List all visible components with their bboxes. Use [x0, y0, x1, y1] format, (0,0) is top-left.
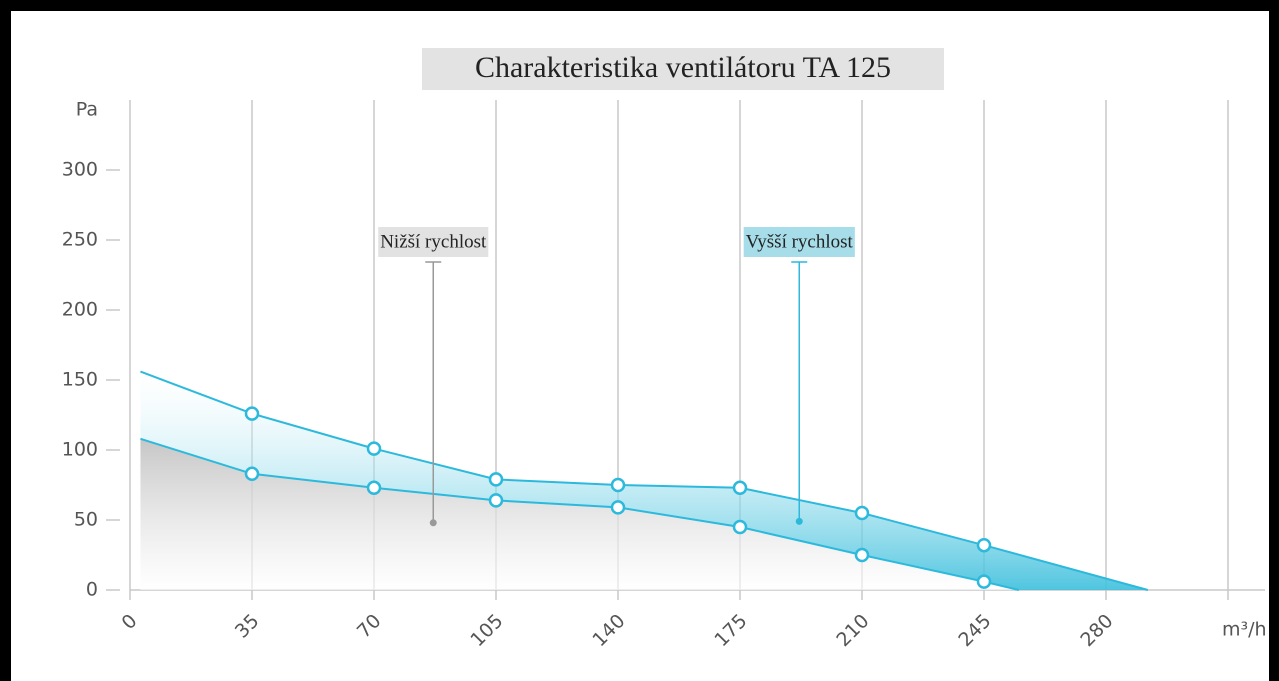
point	[244, 466, 260, 482]
x-tick-label: 280	[1076, 610, 1117, 651]
point	[366, 480, 382, 496]
y-tick-label: 250	[62, 229, 98, 251]
x-tick-label: 70	[353, 610, 386, 643]
x-tick-label: 35	[231, 610, 264, 643]
y-axis-label: Pa	[76, 99, 98, 121]
point	[976, 537, 992, 553]
x-tick-label: 175	[710, 610, 751, 651]
x-tick-label: 245	[954, 610, 995, 651]
y-tick-label: 150	[62, 369, 98, 391]
lower-area	[140, 438, 1019, 590]
title-bg	[422, 48, 944, 90]
x-tick-label: 140	[588, 610, 629, 651]
annotation-bg	[743, 227, 855, 257]
point	[366, 441, 382, 456]
x-tick-label: 105	[466, 610, 507, 651]
point	[244, 406, 260, 421]
point	[732, 480, 748, 496]
y-tick-label: 50	[74, 509, 98, 531]
annotation-dot	[795, 517, 803, 525]
x-tick-label: 0	[117, 610, 141, 634]
x-axis-label: m³/h	[1222, 619, 1267, 641]
band-area	[140, 371, 1148, 590]
annotation-label: Nižší rychlost	[380, 231, 487, 252]
chart-title: Charakteristika ventilátoru TA 125	[475, 51, 891, 84]
point	[976, 574, 992, 589]
point	[610, 500, 626, 515]
x-tick-label: 210	[832, 610, 873, 651]
point	[610, 477, 626, 493]
y-tick-label: 100	[62, 439, 98, 461]
point	[488, 472, 504, 487]
point	[854, 547, 870, 563]
y-tick-label: 200	[62, 299, 98, 321]
annotation-bg	[378, 227, 489, 257]
y-tick-label: 300	[62, 159, 98, 181]
point	[732, 519, 748, 535]
point	[488, 493, 504, 508]
y-tick-label: 0	[86, 579, 98, 601]
annotation-label: Vyšší rychlost	[746, 231, 854, 252]
point	[854, 505, 870, 521]
annotation-dot	[429, 519, 437, 527]
